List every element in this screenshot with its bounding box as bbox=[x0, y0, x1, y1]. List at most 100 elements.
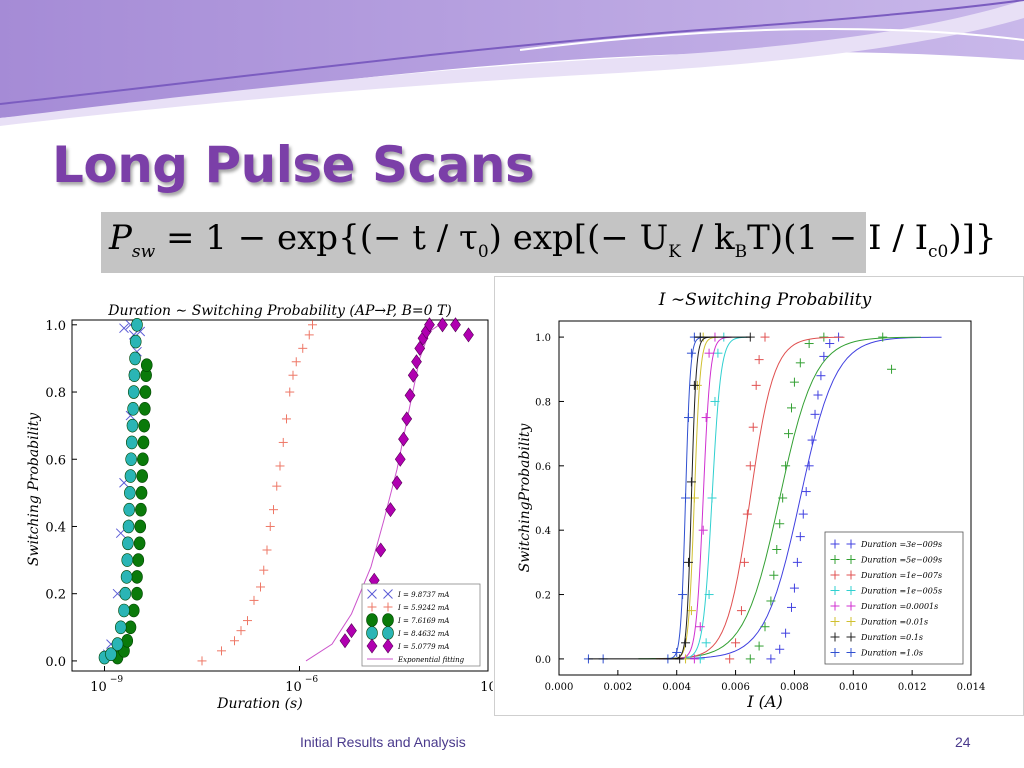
data-point-plus bbox=[704, 590, 714, 600]
data-point-plus bbox=[275, 461, 285, 471]
data-point-plus bbox=[686, 477, 696, 487]
data-point-diamond bbox=[366, 638, 378, 654]
data-point-plus bbox=[262, 545, 272, 555]
data-point-diamond bbox=[437, 317, 448, 333]
data-point-plus bbox=[846, 555, 856, 564]
marker-stroke bbox=[383, 589, 393, 599]
x-axis-label: Duration (s) bbox=[216, 696, 302, 712]
y-tick-label: 0.6 bbox=[535, 462, 551, 473]
formula-uk-sub: K bbox=[668, 241, 681, 262]
data-point-plus bbox=[878, 332, 888, 342]
data-point-plus bbox=[798, 509, 808, 519]
data-point-circle bbox=[136, 469, 148, 483]
data-point-plus bbox=[731, 638, 741, 648]
data-point-plus bbox=[672, 647, 682, 657]
data-point-plus bbox=[288, 370, 298, 380]
x-tick-label: 0.010 bbox=[839, 682, 868, 693]
y-tick-label: 0.0 bbox=[45, 655, 66, 670]
data-point-circle bbox=[135, 502, 147, 517]
current-switching-chart: I ∼Switching Probability 0.0 0.2 0.4 0.6 0.8 1… bbox=[517, 290, 985, 711]
data-point-diamond bbox=[424, 317, 435, 333]
data-point-plus bbox=[754, 641, 764, 651]
data-point-plus bbox=[830, 586, 840, 595]
data-point-plus bbox=[230, 636, 239, 646]
x-tick-exponent: −9 bbox=[110, 675, 124, 685]
y-tick-label: 0.8 bbox=[45, 386, 66, 401]
legend-label: Duration =1.0s bbox=[860, 649, 923, 658]
data-point-plus bbox=[710, 396, 720, 406]
x-tick-label: 10 bbox=[480, 680, 493, 695]
series-2 bbox=[111, 358, 153, 665]
data-point-plus bbox=[704, 348, 714, 358]
data-point-circle bbox=[139, 402, 151, 416]
data-point-plus bbox=[308, 320, 317, 330]
footer-text: Initial Results and Analysis bbox=[300, 734, 466, 750]
formula-part-2: ) exp[(− U bbox=[488, 218, 669, 258]
x-tick-label: 10 bbox=[90, 680, 107, 695]
data-point-plus bbox=[830, 539, 840, 549]
data-point-plus bbox=[278, 437, 288, 447]
data-point-plus bbox=[742, 509, 752, 519]
x-tick-label: 0.012 bbox=[898, 682, 927, 693]
data-point-plus bbox=[846, 539, 856, 549]
data-point-circle bbox=[140, 358, 153, 372]
data-point-diamond bbox=[414, 340, 426, 356]
fit-curve bbox=[672, 336, 711, 660]
data-point-plus bbox=[701, 638, 711, 648]
plot-frame bbox=[558, 320, 972, 676]
data-point-circle bbox=[137, 452, 149, 467]
data-point-plus bbox=[830, 648, 840, 657]
y-tick-label: 0.2 bbox=[45, 588, 66, 603]
y-tick-label: 1.0 bbox=[535, 333, 551, 344]
current-switching-chart-frame: I ∼Switching Probability 0.0 0.2 0.4 0.6 0.8 1… bbox=[494, 276, 1024, 716]
legend-label: I = 7.6169 mA bbox=[397, 617, 450, 625]
fit-curve bbox=[659, 336, 942, 660]
data-point-diamond bbox=[391, 475, 403, 491]
legend-label: I = 8.4632 mA bbox=[397, 630, 450, 638]
data-point-diamond bbox=[450, 317, 461, 333]
data-point-circle bbox=[134, 519, 147, 534]
data-point-plus bbox=[683, 557, 693, 567]
data-point-plus bbox=[745, 654, 755, 664]
data-point-plus bbox=[383, 602, 393, 612]
data-point-plus bbox=[367, 602, 377, 612]
data-point-plus bbox=[887, 364, 897, 374]
formula-box: Psw = 1 − exp{(− t / τ0) exp[(− UK / kBT… bbox=[101, 212, 997, 273]
series-3 bbox=[98, 318, 143, 665]
data-point-plus bbox=[769, 570, 779, 580]
data-point-circle bbox=[137, 435, 150, 450]
data-point-circle bbox=[126, 418, 139, 433]
data-point-circle bbox=[125, 452, 137, 467]
data-point-plus bbox=[760, 622, 770, 632]
data-point-plus bbox=[825, 339, 835, 349]
data-point-diamond bbox=[346, 623, 357, 639]
y-tick-label: 0.4 bbox=[535, 526, 551, 537]
formula-part-5: )]} bbox=[948, 218, 997, 258]
x-tick-label: 0.004 bbox=[662, 682, 691, 693]
x-axis-label: I (A) bbox=[746, 692, 782, 711]
data-point-plus bbox=[772, 544, 782, 554]
switching-probability-formula: Psw = 1 − exp{(− t / τ0) exp[(− UK / kBT… bbox=[109, 218, 997, 262]
data-point-plus bbox=[707, 493, 717, 503]
data-point-plus bbox=[249, 595, 259, 605]
data-point-circle bbox=[127, 385, 140, 399]
data-point-circle bbox=[129, 334, 142, 349]
data-point-x bbox=[383, 589, 393, 599]
data-point-plus bbox=[795, 358, 805, 368]
data-point-diamond bbox=[339, 633, 351, 649]
formula-kb-sub: B bbox=[734, 241, 748, 262]
data-point-plus bbox=[686, 606, 696, 616]
data-point-plus bbox=[678, 590, 688, 600]
legend-label: Duration =0.1s bbox=[860, 633, 923, 642]
data-point-plus bbox=[846, 570, 856, 580]
data-point-plus bbox=[736, 606, 746, 616]
data-point-plus bbox=[265, 521, 275, 531]
data-point-plus bbox=[745, 461, 755, 471]
data-point-circle bbox=[123, 502, 135, 517]
data-point-plus bbox=[781, 628, 791, 638]
data-point-diamond bbox=[375, 542, 387, 558]
data-point-plus bbox=[689, 654, 699, 664]
legend-box bbox=[361, 583, 481, 667]
legend-label: Exponential fitting bbox=[397, 656, 465, 664]
data-point-plus bbox=[781, 461, 791, 471]
